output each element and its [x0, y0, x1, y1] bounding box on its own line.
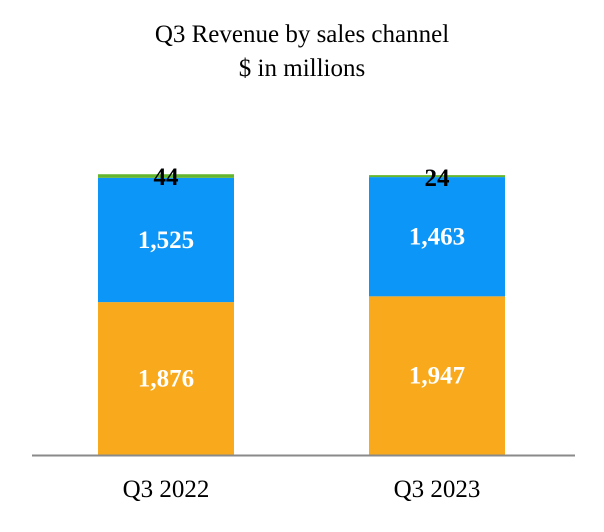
- bar-segment-green-channel-2: [369, 175, 505, 178]
- chart-title: Q3 Revenue by sales channel: [154, 21, 450, 48]
- bar-segment-green-channel-1: [98, 174, 234, 178]
- x-tick-label-1: Q3 2022: [123, 476, 210, 503]
- data-label-blue-channel-2: 1,463: [409, 224, 465, 251]
- data-label-green-channel-2: 24: [425, 165, 451, 192]
- data-label-orange-channel-1: 1,876: [138, 366, 194, 393]
- bar-segment-blue-channel-2: [369, 177, 505, 297]
- x-tick-label-2: Q3 2023: [394, 476, 481, 503]
- chart-subtitle: $ in millions: [238, 55, 366, 82]
- bar-segment-orange-channel-2: [369, 296, 505, 455]
- data-label-green-channel-1: 44: [154, 164, 180, 191]
- chart-title-block: Q3 Revenue by sales channel $ in million…: [0, 18, 604, 86]
- bar-segment-blue-channel-1: [98, 177, 234, 303]
- bar-segment-orange-channel-1: [98, 302, 234, 455]
- data-label-orange-channel-2: 1,947: [409, 363, 465, 390]
- data-label-blue-channel-1: 1,525: [138, 227, 194, 254]
